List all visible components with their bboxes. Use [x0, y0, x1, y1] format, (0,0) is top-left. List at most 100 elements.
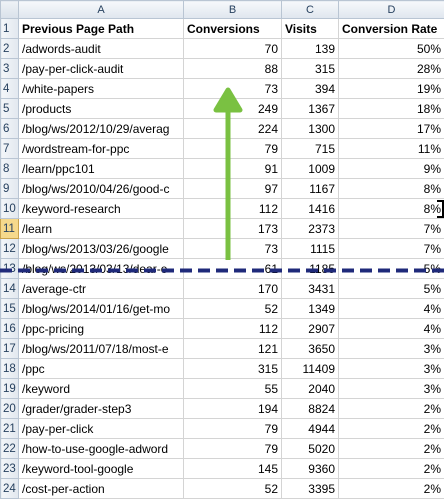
cell-visits[interactable]: 1009	[282, 159, 339, 179]
row-number[interactable]: 2	[1, 39, 19, 59]
cell-page-path[interactable]: /keyword-research	[19, 199, 184, 219]
cell-conversion-rate[interactable]: 9%	[339, 159, 444, 179]
row-number[interactable]: 23	[1, 459, 19, 479]
cell-page-path[interactable]: /blog/ws/2013/03/13/dear-e	[19, 259, 184, 279]
row-number[interactable]: 17	[1, 339, 19, 359]
cell-visits[interactable]: 315	[282, 59, 339, 79]
row-number[interactable]: 15	[1, 299, 19, 319]
cell-visits[interactable]: 1167	[282, 179, 339, 199]
row-number[interactable]: 24	[1, 479, 19, 499]
row-number[interactable]: 9	[1, 179, 19, 199]
cell-conversion-rate[interactable]: 19%	[339, 79, 444, 99]
cell-conversion-rate[interactable]: 5%	[339, 259, 444, 279]
header-cell-visits[interactable]: Visits	[282, 19, 339, 39]
cell-conversion-rate[interactable]: 18%	[339, 99, 444, 119]
cell-conversions[interactable]: 315	[184, 359, 282, 379]
cell-visits[interactable]: 139	[282, 39, 339, 59]
cell-visits[interactable]: 5020	[282, 439, 339, 459]
row-number[interactable]: 13	[1, 259, 19, 279]
row-number[interactable]: 5	[1, 99, 19, 119]
cell-visits[interactable]: 3650	[282, 339, 339, 359]
row-number[interactable]: 19	[1, 379, 19, 399]
cell-visits[interactable]: 2040	[282, 379, 339, 399]
row-number[interactable]: 20	[1, 399, 19, 419]
cell-page-path[interactable]: /grader/grader-step3	[19, 399, 184, 419]
cell-page-path[interactable]: /products	[19, 99, 184, 119]
cell-conversions[interactable]: 224	[184, 119, 282, 139]
cell-conversion-rate[interactable]: 2%	[339, 459, 444, 479]
cell-page-path[interactable]: /cost-per-action	[19, 479, 184, 499]
cell-page-path[interactable]: /learn/ppc101	[19, 159, 184, 179]
row-number[interactable]: 3	[1, 59, 19, 79]
cell-conversion-rate[interactable]: 4%	[339, 319, 444, 339]
cell-conversion-rate[interactable]: 4%	[339, 299, 444, 319]
cell-visits[interactable]: 1185	[282, 259, 339, 279]
cell-conversion-rate[interactable]: 2%	[339, 479, 444, 499]
cell-page-path[interactable]: /learn	[19, 219, 184, 239]
row-number[interactable]: 7	[1, 139, 19, 159]
column-header-a[interactable]: A	[19, 1, 184, 19]
cell-visits[interactable]: 715	[282, 139, 339, 159]
cell-conversions[interactable]: 97	[184, 179, 282, 199]
cell-conversions[interactable]: 91	[184, 159, 282, 179]
cell-page-path[interactable]: /keyword	[19, 379, 184, 399]
cell-page-path[interactable]: /ppc-pricing	[19, 319, 184, 339]
row-number[interactable]: 6	[1, 119, 19, 139]
cell-visits[interactable]: 1300	[282, 119, 339, 139]
cell-visits[interactable]: 1416	[282, 199, 339, 219]
cell-conversion-rate[interactable]: 8%	[339, 179, 444, 199]
cell-page-path[interactable]: /how-to-use-google-adword	[19, 439, 184, 459]
cell-page-path[interactable]: /blog/ws/2011/07/18/most-e	[19, 339, 184, 359]
cell-conversions[interactable]: 52	[184, 479, 282, 499]
cell-conversions[interactable]: 55	[184, 379, 282, 399]
cell-page-path[interactable]: /blog/ws/2010/04/26/good-c	[19, 179, 184, 199]
header-cell-conversions[interactable]: Conversions	[184, 19, 282, 39]
cell-visits[interactable]: 8824	[282, 399, 339, 419]
header-cell-conversion-rate[interactable]: Conversion Rate	[339, 19, 444, 39]
row-number[interactable]: 8	[1, 159, 19, 179]
cell-conversion-rate[interactable]: 3%	[339, 339, 444, 359]
row-number[interactable]: 14	[1, 279, 19, 299]
cell-visits[interactable]: 1115	[282, 239, 339, 259]
cell-visits[interactable]: 9360	[282, 459, 339, 479]
cell-page-path[interactable]: /pay-per-click	[19, 419, 184, 439]
cell-page-path[interactable]: /blog/ws/2012/10/29/averag	[19, 119, 184, 139]
cell-visits[interactable]: 2907	[282, 319, 339, 339]
select-all-corner[interactable]	[1, 1, 19, 19]
cell-conversion-rate[interactable]: 28%	[339, 59, 444, 79]
cell-conversions[interactable]: 79	[184, 419, 282, 439]
row-number[interactable]: 4	[1, 79, 19, 99]
cell-conversions[interactable]: 145	[184, 459, 282, 479]
cell-conversions[interactable]: 73	[184, 239, 282, 259]
cell-page-path[interactable]: /adwords-audit	[19, 39, 184, 59]
cell-visits[interactable]: 4944	[282, 419, 339, 439]
cell-conversions[interactable]: 52	[184, 299, 282, 319]
column-header-b[interactable]: B	[184, 1, 282, 19]
cell-conversion-rate[interactable]: 3%	[339, 359, 444, 379]
row-number[interactable]: 10	[1, 199, 19, 219]
cell-conversion-rate[interactable]: 2%	[339, 439, 444, 459]
cell-conversions[interactable]: 88	[184, 59, 282, 79]
cell-conversion-rate[interactable]: 17%	[339, 119, 444, 139]
cell-conversions[interactable]: 61	[184, 259, 282, 279]
cell-conversions[interactable]: 79	[184, 139, 282, 159]
column-header-d[interactable]: D	[339, 1, 444, 19]
cell-conversions[interactable]: 70	[184, 39, 282, 59]
cell-page-path[interactable]: /blog/ws/2013/03/26/google	[19, 239, 184, 259]
cell-visits[interactable]: 1349	[282, 299, 339, 319]
row-number[interactable]: 1	[1, 19, 19, 39]
cell-visits[interactable]: 2373	[282, 219, 339, 239]
cell-conversions[interactable]: 112	[184, 319, 282, 339]
cell-page-path[interactable]: /pay-per-click-audit	[19, 59, 184, 79]
row-number[interactable]: 18	[1, 359, 19, 379]
cell-conversions[interactable]: 173	[184, 219, 282, 239]
cell-visits[interactable]: 11409	[282, 359, 339, 379]
cell-conversions[interactable]: 170	[184, 279, 282, 299]
row-number[interactable]: 11	[1, 219, 19, 239]
cell-conversion-rate[interactable]: 2%	[339, 419, 444, 439]
cell-page-path[interactable]: /ppc	[19, 359, 184, 379]
cell-conversion-rate[interactable]: 11%	[339, 139, 444, 159]
cell-page-path[interactable]: /keyword-tool-google	[19, 459, 184, 479]
row-number[interactable]: 21	[1, 419, 19, 439]
cell-conversion-rate[interactable]: 3%	[339, 379, 444, 399]
